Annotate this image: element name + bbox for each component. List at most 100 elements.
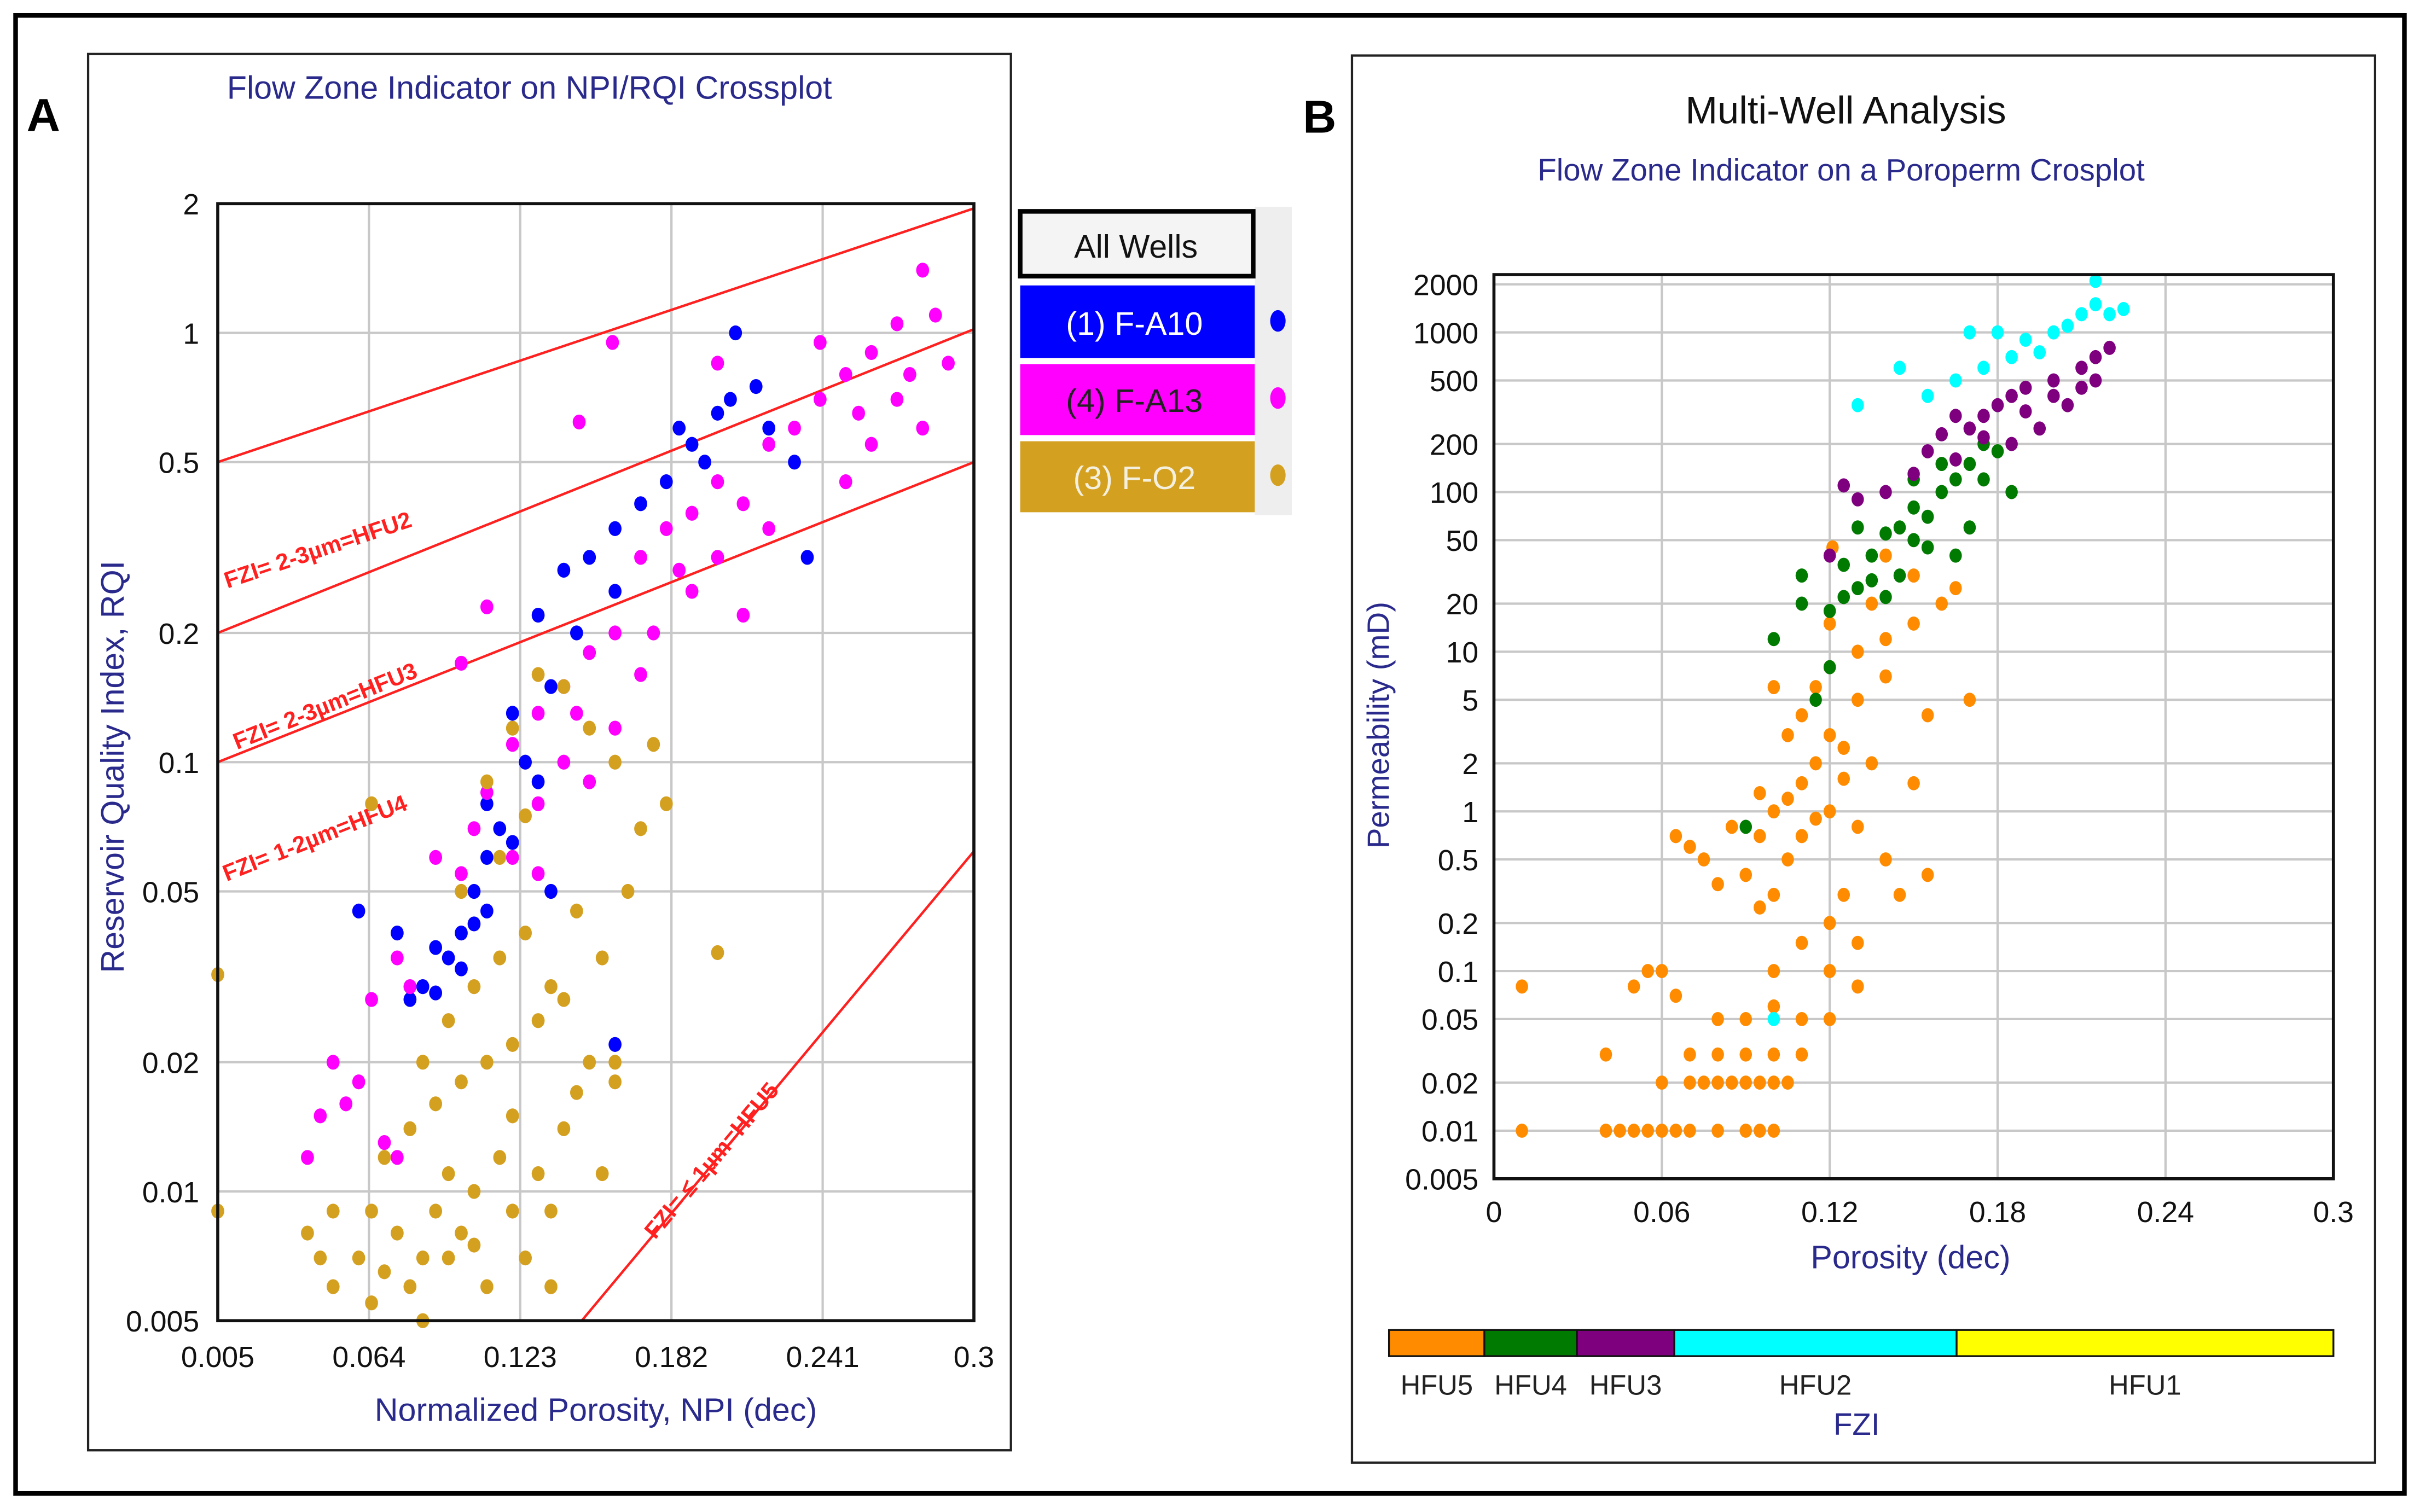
data-point <box>455 655 468 671</box>
data-point <box>378 1264 391 1280</box>
data-point <box>2103 307 2116 322</box>
data-point <box>2047 325 2060 340</box>
data-point <box>1711 877 1724 892</box>
data-point <box>2005 388 2018 403</box>
data-point <box>1852 492 1864 507</box>
y-tick-label: 0.005 <box>1405 1164 1478 1196</box>
data-point <box>480 599 494 615</box>
data-point <box>1963 457 1976 472</box>
data-point <box>1739 1075 1752 1090</box>
data-point <box>1739 1047 1752 1062</box>
data-point <box>378 1150 391 1165</box>
data-point <box>1669 988 1682 1003</box>
data-point <box>1977 360 1990 375</box>
data-point <box>2089 373 2102 388</box>
data-point <box>1893 568 1906 583</box>
legend-item-f-a10[interactable]: (1) F-A10 <box>1020 285 1286 358</box>
data-point <box>1879 852 1892 867</box>
data-point <box>1725 819 1738 834</box>
data-point <box>1823 660 1836 674</box>
data-point <box>416 1250 430 1266</box>
legend-label: (3) F-O2 <box>1073 460 1196 496</box>
legend-item-f-o2[interactable]: (3) F-O2 <box>1020 441 1286 513</box>
x-tick-label: 0.3 <box>954 1341 994 1374</box>
data-point <box>480 1279 494 1294</box>
legend-all-wells-button[interactable]: All Wells <box>1018 209 1256 279</box>
data-point <box>365 1203 378 1219</box>
data-point <box>1754 1075 1766 1090</box>
legend-item-f-a13[interactable]: (4) F-A13 <box>1020 364 1286 435</box>
data-point <box>1852 581 1864 596</box>
data-point <box>1907 533 1920 548</box>
data-point <box>1711 1075 1724 1090</box>
data-point <box>2075 380 2088 395</box>
data-point <box>1852 979 1864 994</box>
data-point <box>583 720 596 736</box>
data-point <box>1921 509 1934 524</box>
data-point <box>1669 1123 1682 1138</box>
data-point <box>1795 708 1808 723</box>
data-point <box>455 883 468 899</box>
data-point <box>2061 398 2074 412</box>
data-point <box>2089 274 2102 288</box>
data-point <box>1837 557 1850 572</box>
data-point <box>572 414 586 430</box>
data-point <box>352 903 365 919</box>
data-point <box>711 945 724 961</box>
data-point <box>1823 964 1836 979</box>
y-tick-label: 1000 <box>1413 317 1478 350</box>
data-point <box>429 940 443 955</box>
data-point <box>1893 887 1906 902</box>
data-point <box>1879 526 1892 541</box>
data-point <box>1767 632 1780 647</box>
data-point <box>557 679 571 694</box>
series--1-f-a10 <box>352 325 814 1052</box>
panel-b: B Multi-Well Analysis Flow Zone Indicato… <box>1303 54 2377 1464</box>
data-point <box>1963 325 1976 340</box>
figure-border <box>13 13 2407 1496</box>
y-tick-label: 20 <box>1446 588 1479 621</box>
data-point <box>1767 999 1780 1014</box>
panel-b-ylabel: Permeability (mD) <box>1361 602 1396 848</box>
panel-a-xlabel: Normalized Porosity, NPI (dec) <box>375 1392 817 1428</box>
data-point <box>724 392 737 407</box>
data-point <box>557 992 571 1007</box>
legend-label: (4) F-A13 <box>1066 382 1203 419</box>
y-tick-label: 5 <box>1462 684 1478 717</box>
data-point <box>480 796 494 811</box>
data-point <box>416 979 430 995</box>
data-point <box>1921 540 1934 555</box>
data-point <box>519 808 532 823</box>
data-point <box>608 1055 622 1070</box>
data-point <box>2089 297 2102 312</box>
series-hfu5 <box>1516 540 1976 1138</box>
data-point <box>544 883 558 899</box>
data-point <box>557 1121 571 1136</box>
data-point <box>519 754 532 770</box>
data-point <box>1516 1123 1528 1138</box>
panel-b-label: B <box>1303 91 1336 143</box>
y-tick-label: 0.5 <box>159 447 199 480</box>
data-point <box>711 474 724 490</box>
data-point <box>1949 373 1962 388</box>
colorbar-segment-hfu5 <box>1388 1329 1485 1357</box>
data-point <box>352 1074 365 1090</box>
data-point <box>1852 644 1864 659</box>
data-point <box>493 821 507 836</box>
data-point <box>736 607 750 623</box>
data-point <box>1823 804 1836 819</box>
data-point <box>1865 573 1878 588</box>
data-point <box>1907 467 1920 481</box>
data-point <box>1921 708 1934 723</box>
data-point <box>2033 345 2046 360</box>
data-point <box>1879 485 1892 499</box>
data-point <box>493 950 507 966</box>
y-tick-label: 0.1 <box>1438 956 1478 988</box>
y-tick-label: 0.02 <box>142 1047 199 1080</box>
data-point <box>531 866 545 881</box>
data-point <box>890 392 904 407</box>
data-point <box>659 521 673 536</box>
data-point <box>1795 935 1808 950</box>
fzi-colorbar: HFU5 HFU4 HFU3 HFU2 HFU1 <box>1388 1329 2335 1401</box>
data-point <box>890 316 904 332</box>
